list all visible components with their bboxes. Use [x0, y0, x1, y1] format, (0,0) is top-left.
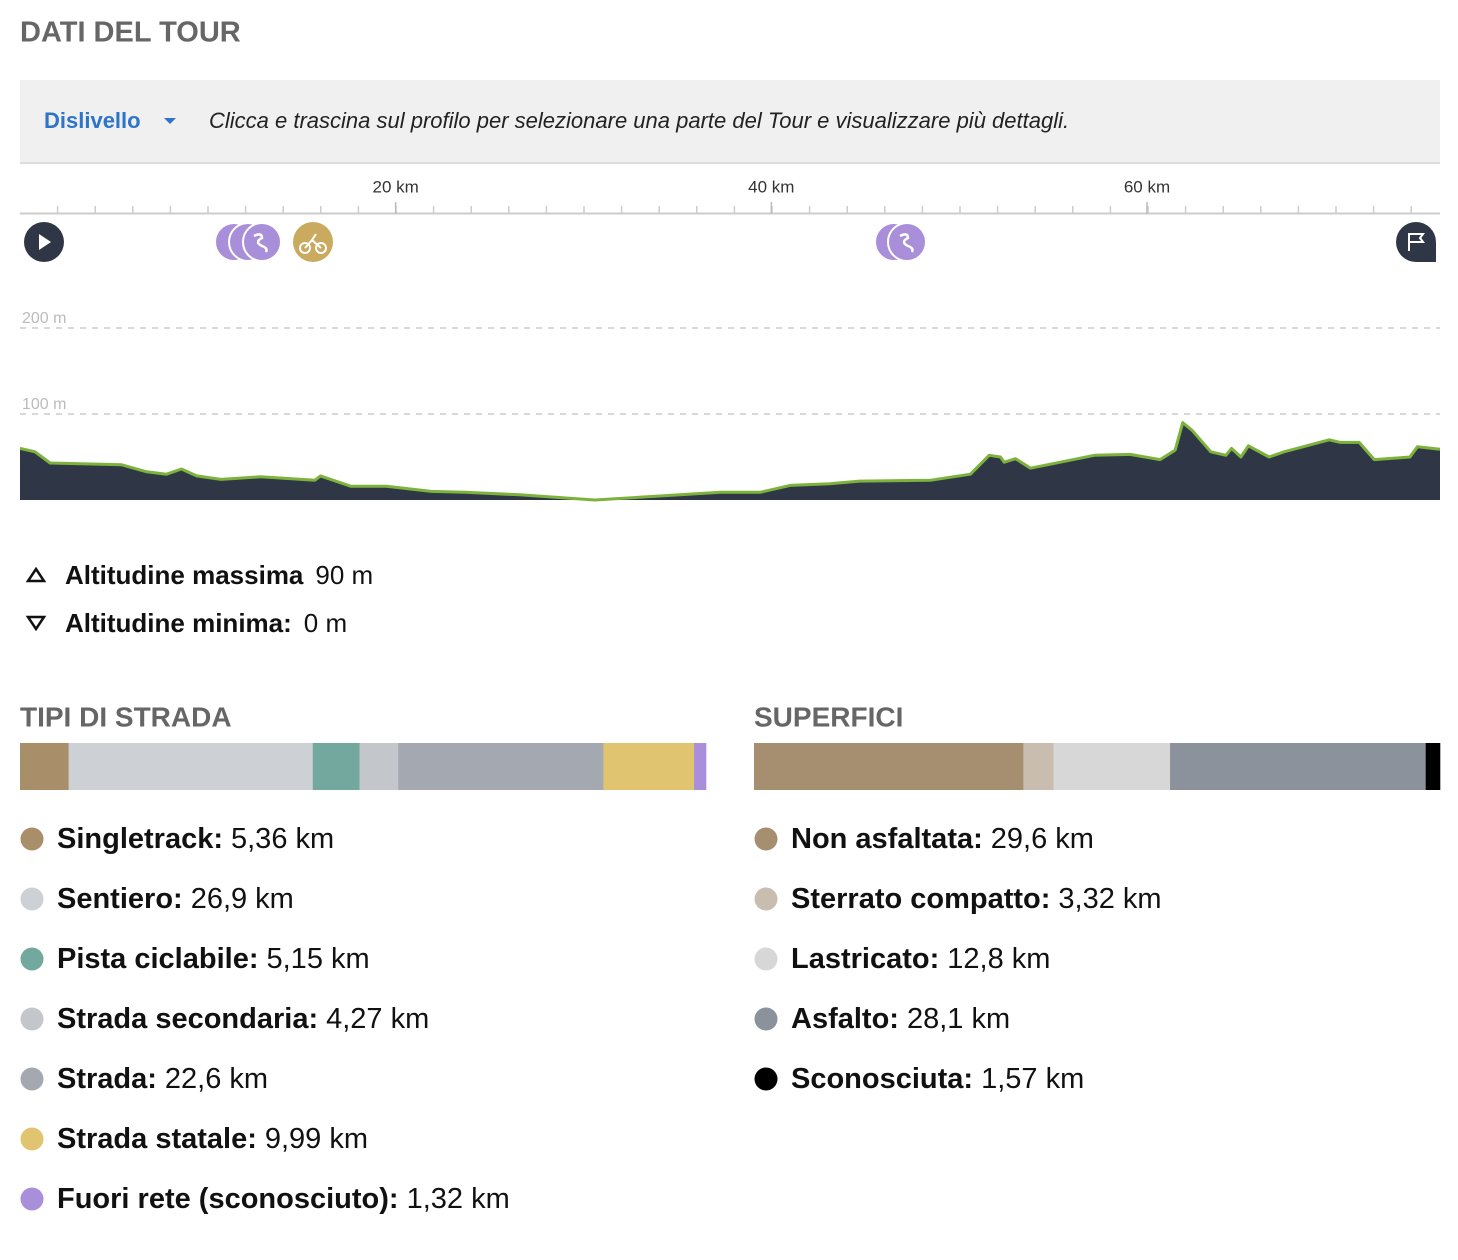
- poi-marker[interactable]: [214, 222, 282, 262]
- stat: Altitudine minima: 0 m: [65, 608, 347, 638]
- legend-entry: Sterrato compatto: 3,32 km: [791, 883, 1162, 915]
- legend-dot: [20, 827, 44, 851]
- legend-name: Singletrack:: [57, 823, 223, 855]
- legend-entry: Pista ciclabile: 5,15 km: [57, 943, 370, 975]
- legend-dot: [20, 887, 44, 911]
- legend-entry: Singletrack: 5,36 km: [57, 823, 334, 855]
- x-tick-label: 40 km: [748, 177, 794, 196]
- legend-dot: [20, 947, 44, 971]
- legend-dot: [754, 1007, 778, 1031]
- legend-dot: [20, 1007, 44, 1031]
- legend-entry: Sconosciuta: 1,57 km: [791, 1063, 1084, 1095]
- legend-name: Non asfaltata:: [791, 823, 983, 855]
- legend-entry: Strada: 22,6 km: [57, 1063, 268, 1095]
- elevation-line: [19, 421, 1441, 502]
- legend-value: 28,1 km: [907, 1003, 1010, 1035]
- legend-name: Asfalto:: [791, 1003, 899, 1035]
- legend-value: 1,32 km: [407, 1183, 510, 1215]
- legend-name: Sterrato compatto:: [791, 883, 1050, 915]
- legend-dot: [20, 1127, 44, 1151]
- legend-value: 29,6 km: [991, 823, 1094, 855]
- legend-dot: [754, 947, 778, 971]
- y-tick-label: 100 m: [22, 396, 66, 413]
- y-tick-label: 200 m: [22, 310, 66, 327]
- bar-segment: [754, 743, 1024, 790]
- minor-ticks: [56, 206, 1412, 214]
- legend-dot: [20, 1067, 44, 1091]
- legend-value: 12,8 km: [947, 943, 1050, 975]
- legend-dot: [754, 827, 778, 851]
- bar-segment: [398, 743, 604, 790]
- legend-entry: Sentiero: 26,9 km: [57, 883, 294, 915]
- dropdown[interactable]: Dislivello: [44, 108, 141, 133]
- toolbar: [20, 80, 1440, 162]
- stat-label: Altitudine massima: [65, 560, 304, 590]
- legend-name: Strada statale:: [57, 1123, 257, 1155]
- stat-label: Altitudine minima:: [65, 608, 292, 638]
- bar-segment: [20, 743, 69, 790]
- bar-segment: [1023, 743, 1054, 790]
- x-tick-label: 60 km: [1124, 177, 1170, 196]
- legend-entry: Strada statale: 9,99 km: [57, 1123, 368, 1155]
- page-title: DATI DEL TOUR: [20, 17, 241, 49]
- elevation-area: [20, 422, 1440, 500]
- legend-name: Fuori rete (sconosciuto):: [57, 1183, 399, 1215]
- dropdown-caret[interactable]: [164, 118, 176, 124]
- bar-segment: [359, 743, 399, 790]
- legend-name: Lastricato:: [791, 943, 939, 975]
- section-title: SUPERFICI: [754, 701, 903, 732]
- finish-marker[interactable]: [1396, 222, 1436, 262]
- section-title: TIPI DI STRADA: [20, 701, 232, 732]
- legend-value: 9,99 km: [265, 1123, 368, 1155]
- legend-name: Sconosciuta:: [791, 1063, 973, 1095]
- legend-value: 3,32 km: [1058, 883, 1161, 915]
- start-marker[interactable]: [24, 222, 64, 262]
- legend-entry: Non asfaltata: 29,6 km: [791, 823, 1094, 855]
- legend-entry: Lastricato: 12,8 km: [791, 943, 1050, 975]
- legend-name: Strada:: [57, 1063, 157, 1095]
- poi-marker[interactable]: [874, 222, 927, 262]
- legend-name: Sentiero:: [57, 883, 183, 915]
- bar-segment: [1170, 743, 1427, 790]
- bar-segment: [312, 743, 360, 790]
- stat-icon: [25, 566, 47, 632]
- legend-entry: Fuori rete (sconosciuto): 1,32 km: [57, 1183, 510, 1215]
- legend-dot: [754, 887, 778, 911]
- bar-segment: [68, 743, 314, 790]
- legend-value: 5,36 km: [231, 823, 334, 855]
- x-tick-label: 20 km: [373, 177, 419, 196]
- stat: Altitudine massima 90 m: [65, 560, 373, 590]
- legend-value: 22,6 km: [165, 1063, 268, 1095]
- hint: Clicca e trascina sul profilo per selezi…: [209, 108, 1069, 133]
- legend-name: Pista ciclabile:: [57, 943, 259, 975]
- legend-value: 1,57 km: [981, 1063, 1084, 1095]
- stat-value: 90 m: [315, 560, 373, 590]
- minor-tick: [56, 206, 1412, 214]
- legend-dot: [20, 1187, 44, 1211]
- legend-dot: [754, 1067, 778, 1091]
- legend-entry: Strada secondaria: 4,27 km: [57, 1003, 429, 1035]
- bar-segment: [1053, 743, 1171, 790]
- bar-segment: [603, 743, 695, 790]
- legend-name: Strada secondaria:: [57, 1003, 318, 1035]
- bar-segment: [694, 743, 707, 790]
- legend-value: 26,9 km: [191, 883, 294, 915]
- bike-marker[interactable]: [293, 222, 333, 262]
- legend-entry: Asfalto: 28,1 km: [791, 1003, 1010, 1035]
- bar-segment: [1425, 743, 1441, 790]
- stat-value: 0 m: [304, 608, 347, 638]
- legend-value: 4,27 km: [326, 1003, 429, 1035]
- legend-value: 5,15 km: [267, 943, 370, 975]
